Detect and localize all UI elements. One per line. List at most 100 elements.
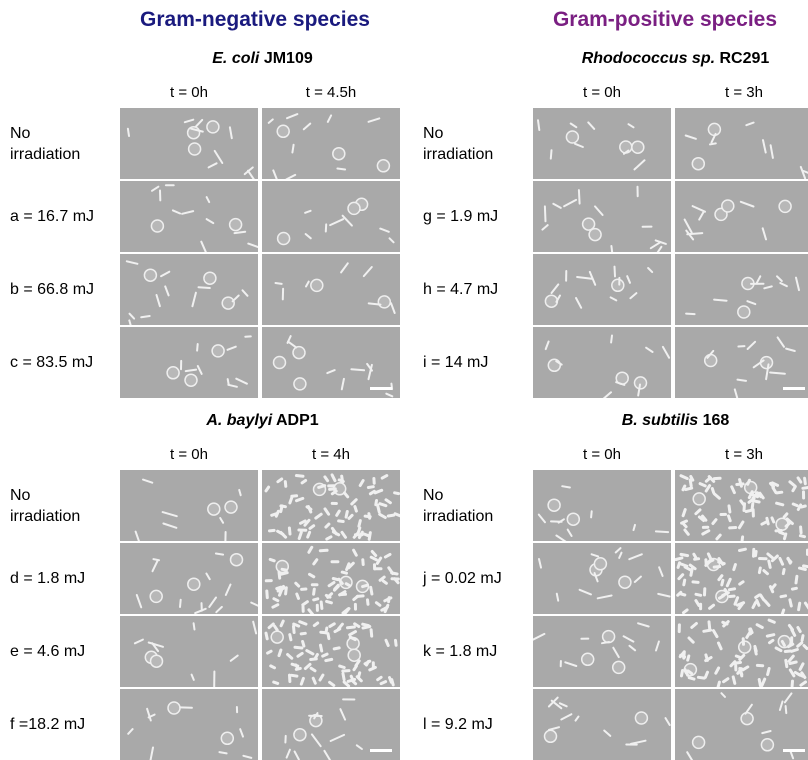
micrograph — [262, 470, 400, 541]
micrograph-image — [262, 254, 400, 325]
time-label: t = 0h — [120, 446, 258, 463]
micrograph-image — [262, 108, 400, 179]
irradiation-label: h = 4.7 mJ — [423, 254, 533, 325]
condition-row: k = 1.8 mJ — [423, 616, 808, 687]
irradiation-label: e = 4.6 mJ — [10, 616, 120, 687]
scale-bar — [370, 387, 392, 390]
condition-row: a = 16.7 mJ — [10, 181, 405, 252]
condition-row: h = 4.7 mJ — [423, 254, 808, 325]
micrograph-image — [120, 616, 258, 687]
micrograph-image — [675, 108, 808, 179]
micrograph — [533, 108, 671, 179]
micrograph — [675, 181, 808, 252]
micrograph — [262, 181, 400, 252]
time-label: t = 0h — [533, 84, 671, 101]
micrograph — [533, 254, 671, 325]
micrograph — [533, 543, 671, 614]
micrograph — [675, 543, 808, 614]
micrograph-image — [533, 254, 671, 325]
time-label: t = 4.5h — [262, 84, 400, 101]
species-title: B. subtilis 168 — [533, 412, 808, 430]
micrograph-image — [675, 181, 808, 252]
micrograph — [120, 616, 258, 687]
species-title: A. baylyi ADP1 — [120, 412, 405, 430]
micrograph — [120, 254, 258, 325]
condition-row: d = 1.8 mJ — [10, 543, 405, 614]
micrograph-image — [120, 108, 258, 179]
micrograph-image — [262, 470, 400, 541]
time-label: t = 0h — [120, 84, 258, 101]
irradiation-label: c = 83.5 mJ — [10, 327, 120, 398]
scale-bar — [783, 749, 805, 752]
condition-row: l = 9.2 mJ — [423, 689, 808, 760]
time-label: t = 3h — [675, 84, 808, 101]
micrograph-image — [120, 254, 258, 325]
micrograph — [675, 470, 808, 541]
irradiation-label: f =18.2 mJ — [10, 689, 120, 760]
strain-name: RC291 — [715, 50, 769, 67]
strain-name: ADP1 — [272, 412, 319, 429]
micrograph-image — [675, 543, 808, 614]
gram-positive-header: Gram-positive species — [525, 8, 805, 32]
irradiation-label: j = 0.02 mJ — [423, 543, 533, 614]
micrograph — [262, 616, 400, 687]
micrograph-image — [533, 689, 671, 760]
irradiation-label: k = 1.8 mJ — [423, 616, 533, 687]
micrograph-image — [533, 616, 671, 687]
micrograph — [533, 470, 671, 541]
micrograph — [120, 108, 258, 179]
micrograph — [120, 543, 258, 614]
irradiation-label: a = 16.7 mJ — [10, 181, 120, 252]
micrograph — [262, 327, 400, 398]
micrograph — [533, 181, 671, 252]
irradiation-label: b = 66.8 mJ — [10, 254, 120, 325]
condition-row: f =18.2 mJ — [10, 689, 405, 760]
micrograph — [120, 470, 258, 541]
micrograph-image — [675, 616, 808, 687]
irradiation-label: No irradiation — [423, 470, 533, 541]
micrograph-image — [533, 108, 671, 179]
irradiation-label: No irradiation — [423, 108, 533, 179]
species-name: Rhodococcus sp. — [582, 50, 715, 67]
condition-row: j = 0.02 mJ — [423, 543, 808, 614]
condition-row: e = 4.6 mJ — [10, 616, 405, 687]
micrograph-image — [533, 327, 671, 398]
scale-bar — [370, 749, 392, 752]
micrograph — [262, 108, 400, 179]
time-label: t = 4h — [262, 446, 400, 463]
species-title: E. coli JM109 — [120, 50, 405, 68]
gram-negative-header: Gram-negative species — [110, 8, 400, 32]
micrograph-image — [533, 470, 671, 541]
irradiation-label: No irradiation — [10, 108, 120, 179]
micrograph — [675, 327, 808, 398]
micrograph — [675, 616, 808, 687]
micrograph — [533, 689, 671, 760]
condition-row: No irradiation — [423, 108, 808, 179]
strain-name: JM109 — [259, 50, 312, 67]
micrograph-image — [262, 616, 400, 687]
species-title: Rhodococcus sp. RC291 — [533, 50, 808, 68]
micrograph — [120, 181, 258, 252]
micrograph-image — [675, 254, 808, 325]
micrograph-image — [675, 470, 808, 541]
micrograph-image — [120, 689, 258, 760]
micrograph-image — [262, 543, 400, 614]
micrograph-image — [533, 181, 671, 252]
micrograph — [675, 254, 808, 325]
irradiation-label: g = 1.9 mJ — [423, 181, 533, 252]
micrograph — [262, 543, 400, 614]
micrograph — [675, 689, 808, 760]
micrograph — [533, 327, 671, 398]
condition-row: i = 14 mJ — [423, 327, 808, 398]
micrograph-image — [120, 543, 258, 614]
strain-name: 168 — [698, 412, 729, 429]
micrograph-image — [120, 470, 258, 541]
condition-row: g = 1.9 mJ — [423, 181, 808, 252]
micrograph-image — [533, 543, 671, 614]
micrograph-image — [120, 327, 258, 398]
micrograph-image — [120, 181, 258, 252]
micrograph — [120, 689, 258, 760]
species-name: B. subtilis — [622, 412, 698, 429]
scale-bar — [783, 387, 805, 390]
condition-row: b = 66.8 mJ — [10, 254, 405, 325]
